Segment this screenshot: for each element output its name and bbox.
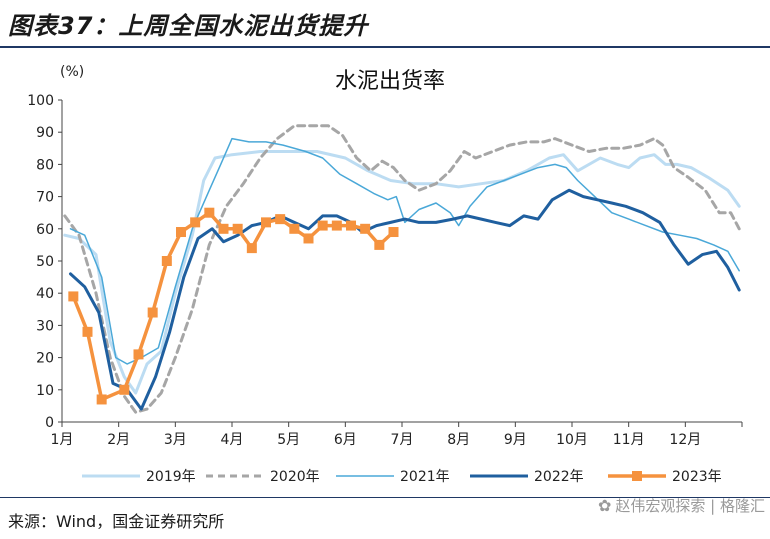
wechat-logo-icon: ✿ [598, 496, 612, 515]
series-point [133, 349, 144, 360]
legend-marker [632, 471, 642, 481]
series-point [317, 220, 328, 231]
series-line-1 [63, 150, 741, 395]
y-tick-label: 100 [27, 93, 54, 109]
y-tick-label: 90 [36, 125, 54, 141]
y-tick-label: 40 [36, 286, 54, 302]
figure-title: 图表37：上周全国水泥出货提升 [8, 12, 369, 40]
legend: 2019年 2020年 2021年 2022年 2023年 [82, 469, 722, 485]
series-point [388, 227, 399, 238]
x-tick-label: 6月 [334, 432, 357, 448]
y-axis-unit: (%) [60, 64, 84, 80]
x-tick-label: 2月 [107, 432, 130, 448]
series-point [261, 217, 271, 228]
y-tick-label: 70 [36, 190, 54, 206]
watermark-text: 赵伟宏观探索 | 格隆汇 [615, 497, 765, 515]
legend-label: 2021年 [400, 469, 450, 485]
y-tick-label: 80 [36, 157, 54, 173]
source-divider [0, 497, 770, 498]
series-point [346, 220, 356, 231]
series-point [147, 307, 158, 318]
series-point [374, 239, 385, 250]
series-line-2 [63, 124, 741, 414]
series-point [119, 384, 130, 395]
x-tick-label: 5月 [277, 432, 300, 448]
source-note: 来源：Wind，国金证券研究所 [8, 512, 225, 531]
series-point [275, 214, 286, 225]
y-tick-label: 60 [36, 222, 54, 238]
series-point [204, 207, 215, 218]
x-tick-label: 10月 [556, 432, 588, 448]
y-tick-label: 30 [36, 318, 54, 334]
legend-label: 2020年 [270, 469, 320, 485]
x-tick-label: 11月 [613, 432, 645, 448]
x-tick-label: 1月 [51, 432, 74, 448]
series-point [218, 223, 229, 234]
x-tick-label: 8月 [447, 432, 470, 448]
series-point [331, 220, 342, 231]
watermark: ✿ 赵伟宏观探索 | 格隆汇 [598, 495, 765, 516]
series-point [176, 227, 186, 238]
chart-title: 水泥出货率 [335, 69, 445, 94]
series-point [289, 223, 300, 234]
series-point [303, 233, 314, 244]
y-tick-label: 20 [36, 351, 54, 367]
legend-label: 2023年 [672, 469, 722, 485]
series-point [360, 223, 371, 234]
y-tick-label: 50 [36, 254, 54, 270]
y-tick-label: 10 [36, 383, 54, 399]
series-point [232, 223, 243, 234]
title-divider [0, 46, 770, 48]
x-tick-label: 12月 [669, 432, 701, 448]
series-point [190, 217, 201, 228]
series-point [68, 291, 79, 302]
series-point [82, 326, 93, 337]
series-point [161, 256, 172, 266]
axes: 0 10 20 30 40 50 60 70 80 90 100 1月 2月 3月 4月 5月 6月 7月 8月 9月… [27, 93, 743, 448]
series-point [96, 394, 107, 405]
series-line-4 [69, 188, 741, 411]
series-point [246, 243, 257, 254]
x-tick-label: 4月 [221, 432, 244, 448]
x-tick-label: 7月 [391, 432, 414, 448]
legend-label: 2022年 [534, 469, 584, 485]
series-line-3 [69, 137, 740, 365]
series-layer [63, 124, 741, 414]
x-tick-label: 9月 [504, 432, 527, 448]
y-tick-label: 0 [45, 415, 54, 431]
x-tick-label: 3月 [164, 432, 187, 448]
cement-shipment-chart: 水泥出货率 (%) 0 10 20 30 40 50 60 70 80 90 100 1月 2月 3月 4月… [27, 64, 743, 485]
legend-label: 2019年 [146, 469, 196, 485]
